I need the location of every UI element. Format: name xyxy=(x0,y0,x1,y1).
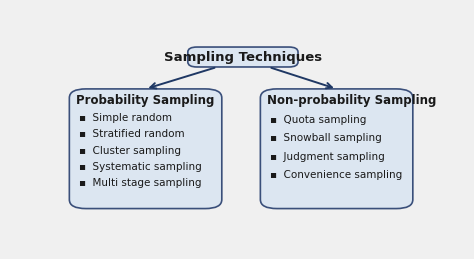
Text: ▪  Systematic sampling: ▪ Systematic sampling xyxy=(79,162,201,172)
Text: ▪  Snowball sampling: ▪ Snowball sampling xyxy=(270,133,382,143)
Text: ▪  Cluster sampling: ▪ Cluster sampling xyxy=(79,146,181,156)
Text: ▪  Multi stage sampling: ▪ Multi stage sampling xyxy=(79,178,201,188)
Text: ▪  Stratified random: ▪ Stratified random xyxy=(79,129,184,139)
Text: ▪  Quota sampling: ▪ Quota sampling xyxy=(270,115,366,125)
Text: Non-probability Sampling: Non-probability Sampling xyxy=(267,94,437,107)
FancyBboxPatch shape xyxy=(188,47,298,67)
FancyBboxPatch shape xyxy=(69,89,222,208)
Text: Sampling Techniques: Sampling Techniques xyxy=(164,51,322,63)
Text: ▪  Judgment sampling: ▪ Judgment sampling xyxy=(270,152,385,162)
Text: ▪  Convenience sampling: ▪ Convenience sampling xyxy=(270,170,402,181)
FancyBboxPatch shape xyxy=(260,89,413,208)
Text: Probability Sampling: Probability Sampling xyxy=(76,94,214,107)
Text: ▪  Simple random: ▪ Simple random xyxy=(79,113,172,123)
